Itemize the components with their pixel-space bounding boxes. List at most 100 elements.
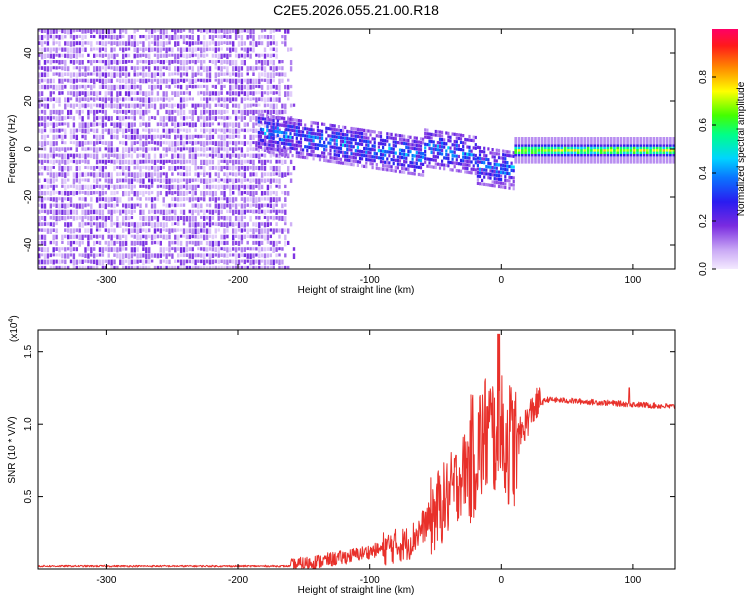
spectrogram-cell [243, 53, 246, 59]
spectrogram-cell [246, 29, 249, 34]
spectrogram-cell [200, 159, 203, 165]
spectrogram-cell [139, 197, 142, 201]
spectrogram-cell [318, 158, 322, 162]
spectrogram-cell [258, 178, 261, 185]
spectrogram-cell [453, 154, 456, 158]
spectrogram-cell [214, 222, 217, 226]
spectrogram-cell [177, 134, 180, 139]
spectrogram-cell [38, 53, 41, 57]
spectrogram-cell [101, 141, 105, 145]
spectrogram-cell [52, 84, 55, 90]
spectrogram-cell [93, 84, 96, 89]
spectrogram-cell [52, 60, 55, 64]
spectrogram-cell [662, 151, 666, 154]
spectrogram-cell [438, 137, 442, 141]
spectrogram-cell [98, 209, 102, 216]
spectrogram-cell [223, 259, 226, 265]
spectrogram-cell [145, 128, 148, 133]
spectrogram-cell [234, 216, 238, 221]
spectrogram-cell [200, 172, 203, 176]
spectrogram-cell [226, 166, 229, 171]
spectrogram-cell [287, 166, 290, 172]
spectrogram-cell [203, 84, 206, 88]
spectrogram-cell [40, 234, 44, 240]
spectrogram-cell [669, 139, 672, 142]
spectrogram-cell [229, 47, 232, 53]
spectrogram-cell [506, 179, 509, 183]
spectrogram-cell [159, 103, 162, 110]
spectrogram-cell [367, 158, 370, 162]
spectrogram-cell [655, 151, 659, 154]
spectrogram-cell [211, 209, 215, 215]
spectrogram-cell [220, 159, 223, 163]
spectrogram-cell [229, 35, 232, 39]
spectrogram-cell [61, 84, 64, 90]
spectrogram-cell [252, 72, 255, 76]
spectrogram-cell [67, 228, 70, 233]
spectrogram-cell [171, 216, 174, 221]
spectrogram-cell [459, 162, 463, 166]
spectrogram-cell [174, 159, 177, 164]
spectrogram-cell [208, 147, 212, 151]
spectrogram-cell [609, 156, 613, 159]
spectrogram-cell [413, 168, 416, 172]
spectrogram-cell [304, 127, 307, 131]
spectrogram-cell [165, 147, 168, 153]
spectrogram-cell [113, 60, 116, 65]
spectrogram-cell [514, 141, 517, 145]
spectrogram-cell [576, 153, 580, 157]
spectrogram-cell [306, 138, 309, 142]
spectrogram-cell [208, 60, 212, 63]
spectrogram-cell [259, 116, 263, 121]
spectrogram-cell [177, 259, 180, 263]
spectrogram-cell [249, 265, 252, 269]
spectrogram-cell [162, 60, 165, 65]
spectrogram-cell [203, 60, 206, 64]
spectrogram-cell [179, 47, 183, 54]
spectrogram-cell [153, 222, 157, 228]
spectrogram-cell [291, 125, 294, 129]
spectrogram-cell [255, 203, 258, 208]
spectrogram-cell [632, 146, 636, 150]
spectrogram-cell [266, 184, 270, 191]
spectrogram-cell [292, 166, 296, 171]
spectrogram-cell [297, 151, 300, 155]
spectrogram-cell [162, 72, 165, 77]
spectrogram-cell [434, 147, 437, 152]
spectrogram-cell [194, 253, 197, 258]
spectrogram-cell [84, 84, 87, 90]
spectrogram-cell [165, 153, 168, 157]
spectrogram-cell [67, 159, 70, 165]
spectrogram-cell [553, 141, 557, 145]
spectrogram-cell [188, 41, 191, 47]
spectrogram-cell [352, 130, 355, 134]
spectrogram-cell [270, 114, 273, 119]
spectrogram-cell [148, 109, 151, 114]
spectrogram-cell [401, 141, 404, 145]
spectrogram-cell [472, 153, 475, 157]
spectrogram-cell [297, 126, 300, 130]
spectrogram-cell [150, 184, 154, 188]
spectrogram-cell [179, 159, 183, 165]
spectrogram-cell [179, 128, 183, 132]
spectrogram-cell [275, 178, 278, 184]
spectrogram-cell [278, 130, 281, 134]
spectrogram-cell [168, 259, 171, 265]
spectrogram-cell [67, 178, 70, 182]
spectrogram-cell [84, 234, 87, 238]
spectrogram-cell [208, 197, 212, 202]
spectrogram-cell [119, 60, 122, 64]
spectrogram-cell [234, 209, 238, 214]
spectrogram-cell [194, 228, 197, 235]
spectrogram-cell [69, 78, 73, 84]
spectrogram-cell [252, 47, 255, 53]
spectrogram-cell [470, 149, 473, 153]
spectrogram-cell [563, 151, 567, 154]
spectrogram-cell [211, 178, 215, 183]
spectrogram-cell [234, 259, 238, 266]
spectrogram-cell [223, 178, 226, 183]
spectrogram-cell [229, 247, 232, 253]
spectrogram-cell [593, 153, 596, 157]
spectrogram-cell [327, 134, 330, 138]
